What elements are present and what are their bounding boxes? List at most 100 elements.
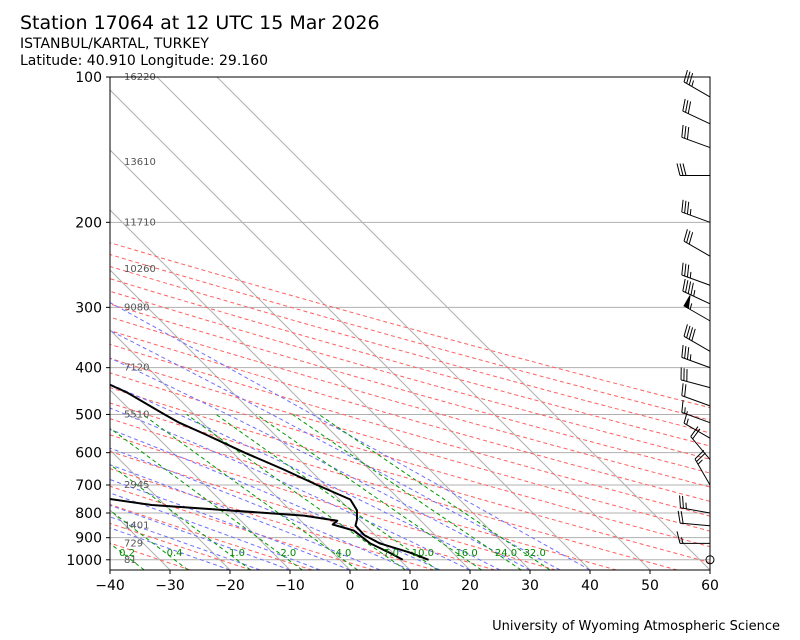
barb-full — [692, 428, 701, 440]
x-tick-label: −40 — [95, 578, 125, 594]
barb-full — [686, 126, 690, 140]
barb-full — [679, 163, 684, 176]
barb-half — [689, 354, 692, 361]
mixing-ratio-label: 24.0 — [495, 548, 517, 559]
isotherm-line — [110, 449, 231, 570]
barb-full — [684, 263, 687, 277]
mixing-ratio-label: 16.0 — [456, 548, 478, 559]
moist-adiabat — [110, 357, 531, 570]
barb-full — [687, 101, 692, 114]
barb-full — [683, 69, 688, 83]
mixing-ratio-line — [292, 413, 522, 570]
barb-full — [682, 278, 686, 292]
wind-barb — [679, 495, 711, 514]
dry-adiabat — [110, 372, 710, 548]
wind-barb — [683, 324, 711, 352]
height-label: 7120 — [124, 363, 149, 374]
wind-barb — [681, 124, 711, 149]
barb-full — [683, 229, 688, 242]
isotherm-line — [156, 77, 651, 570]
sounding-profiles — [110, 383, 429, 561]
barb-full — [686, 347, 690, 360]
isotherm-line — [110, 149, 531, 570]
mixing-ratio-line — [110, 427, 303, 570]
isotherm-line — [110, 329, 351, 570]
wind-barb — [681, 262, 711, 286]
barb-full — [688, 327, 694, 340]
x-tick-label: 50 — [641, 578, 659, 594]
barb-full — [696, 452, 706, 462]
moist-adiabat — [110, 516, 261, 570]
barb-half — [689, 303, 693, 310]
mixing-ratio-line — [110, 542, 145, 570]
barb-staff — [683, 240, 711, 257]
mixing-ratio-label: 0.4 — [167, 548, 183, 559]
dry-adiabat — [110, 485, 374, 570]
barb-full — [681, 199, 684, 213]
barb-full — [681, 262, 684, 276]
station-name: ISTANBUL/KARTAL, TURKEY — [20, 36, 209, 52]
barb-full — [687, 281, 692, 294]
barb-half — [691, 80, 694, 87]
wind-barb — [676, 163, 710, 177]
barb-staff — [680, 507, 711, 514]
wind-barb — [682, 98, 711, 125]
mixing-ratio-line — [318, 413, 551, 570]
y-tick-label: 600 — [75, 446, 102, 462]
height-label: 729 — [124, 538, 143, 549]
barb-staff — [681, 274, 711, 286]
dry-adiabat — [110, 542, 191, 570]
barb-staff — [681, 136, 711, 149]
barb-full — [681, 400, 684, 413]
wind-barb — [681, 400, 711, 424]
barb-full — [685, 100, 689, 113]
barb-full — [684, 125, 687, 139]
wind-barb — [681, 383, 711, 407]
x-tick-label: 60 — [701, 578, 719, 594]
barb-staff — [690, 436, 711, 460]
x-tick-label: −10 — [275, 578, 305, 594]
barb-full — [681, 124, 684, 138]
chart-title: Station 17064 at 12 UTC 15 Mar 2026 — [20, 12, 380, 34]
dry-adiabat — [110, 387, 710, 564]
barb-staff — [681, 395, 711, 407]
wind-barb — [694, 450, 711, 486]
dry-adiabat — [110, 303, 710, 474]
station-location: Latitude: 40.910 Longitude: 29.160 — [20, 53, 269, 69]
wind-barb — [676, 531, 710, 544]
dry-adiabat — [110, 242, 710, 409]
barb-staff — [680, 522, 711, 527]
moist-adiabat — [110, 464, 381, 570]
dry-adiabat — [110, 343, 710, 517]
barb-full — [681, 383, 684, 396]
barb-full — [690, 426, 699, 437]
height-label: 10260 — [124, 264, 156, 275]
moist-adiabat — [110, 492, 321, 570]
barb-full — [688, 232, 694, 245]
barb-half — [697, 459, 703, 465]
mixing-ratio-label: 10.0 — [412, 548, 434, 559]
y-tick-label: 400 — [75, 361, 102, 377]
height-label: 5510 — [124, 409, 149, 420]
moist-adiabat — [110, 447, 411, 570]
moist-adiabat — [110, 428, 441, 570]
y-axis: 100 200 300 400 500 600 700 800 900 1000 — [66, 70, 110, 569]
barb-full — [684, 384, 687, 397]
y-tick-label: 900 — [75, 531, 102, 547]
barb-staff — [681, 411, 711, 424]
wind-barb — [683, 69, 711, 98]
barb-full — [677, 510, 681, 524]
x-tick-label: 40 — [581, 578, 599, 594]
barb-half — [684, 407, 686, 414]
mixing-ratio-line — [256, 413, 482, 570]
barb-staff — [682, 110, 711, 125]
wind-barb — [683, 229, 711, 257]
barb-staff — [694, 458, 711, 486]
x-tick-label: −30 — [155, 578, 185, 594]
barb-full — [683, 411, 688, 424]
height-label: 1401 — [124, 521, 149, 532]
barb-half — [681, 537, 684, 544]
wind-barb — [681, 199, 711, 223]
wind-barb — [682, 278, 711, 305]
